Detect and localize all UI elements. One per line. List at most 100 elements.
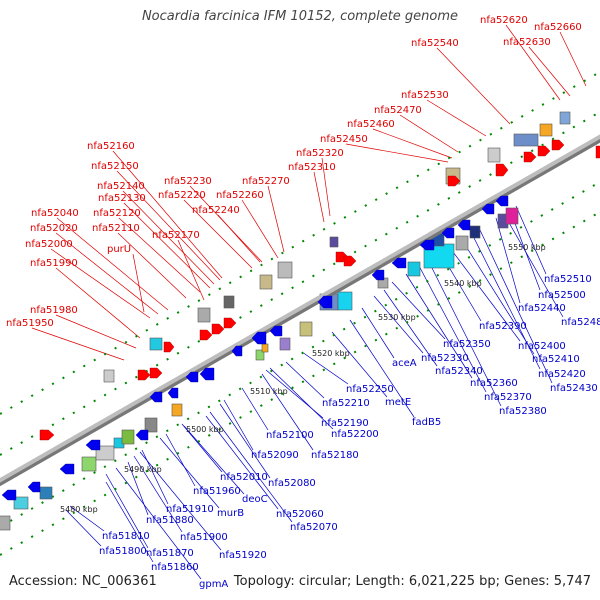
reverse-gene-arrow-6 [185,371,199,383]
reverse-leader-10 [165,433,196,487]
genome-summary-text: Topology: circular; Length: 6,021,225 bp… [233,574,591,589]
reverse-gene-arrow-15 [457,219,471,231]
reverse-gene-label-32: nfa52390 [479,321,527,332]
forward-gene-label-21: nfa52450 [320,134,368,145]
reverse-gene-label-34: nfa52410 [532,354,580,365]
feature-block-30 [539,123,553,137]
reverse-gene-label-37: nfa52440 [518,303,566,314]
reverse-gene-label-3: nfa51860 [151,562,199,573]
reverse-leader-22 [301,351,349,385]
reverse-gene-arrow-9 [269,325,283,337]
forward-gene-label-1: nfa51980 [30,305,78,316]
reverse-gene-label-0: nfa51810 [102,531,150,542]
scale-ticks: 5480 kbp 5490 kbp 5500 kbp 5510 kbp 5520 kbp… [60,243,546,514]
forward-gene-arrow-0 [39,429,55,441]
reverse-gene-arrow-0 [1,489,17,501]
reverse-gene-arrow-5 [149,391,163,403]
reverse-gene-arrow-7 [199,367,215,381]
forward-gene-arrow-12 [551,139,565,151]
forward-gene-arrow-11 [537,145,551,157]
feature-block-34 [261,343,269,353]
reverse-gene-label-1: nfa51800 [99,546,147,557]
forward-leader-17 [241,199,279,259]
reverse-gene-label-2: nfa51870 [146,548,194,559]
scale-tick-label-3: 5510 kbp [250,387,288,396]
reverse-gene-label-27: nfa52340 [435,366,483,377]
feature-block-8 [171,403,183,417]
forward-leader-27 [528,46,571,97]
reverse-gene-label-18: nfa52180 [311,450,359,461]
reverse-leader-15 [219,403,271,479]
reverse-leader-24 [349,319,415,418]
feature-block-17 [337,291,353,311]
reverse-gene-label-40: nfa52510 [544,274,592,285]
reverse-gene-arrow-4 [135,429,149,441]
forward-leader-20 [321,157,331,217]
reverse-leader-7 [139,451,222,551]
reverse-gene-label-31: nfa52380 [499,406,547,417]
reverse-gene-label-4: gpmA [199,579,228,590]
feature-block-11 [223,295,235,309]
reverse-gene-label-38: nfa52480 [561,317,600,328]
feature-block-7 [144,417,158,433]
forward-gene-label-9: nfa52130 [98,193,146,204]
forward-gene-label-7: nfa52110 [92,223,140,234]
forward-gene-arrow-4 [211,323,225,335]
feature-block-13 [277,261,293,279]
feature-block-1 [13,496,29,510]
strand-tick-dots [0,71,600,556]
reverse-leader-31 [427,259,502,407]
forward-leader-4 [55,232,159,315]
forward-gene-label-11: nfa52150 [91,161,139,172]
feature-block-23 [455,235,469,251]
forward-leader-7 [117,232,187,299]
scale-tick-label-0: 5480 kbp [60,505,98,514]
scale-tick-label-7: 5550 kbp [508,243,546,252]
reverse-leader-23 [331,331,388,398]
scale-tick-label-6: 5540 kbp [444,279,482,288]
forward-gene-arrow-14 [163,341,175,353]
reverse-gene-arrow-19 [231,345,243,357]
reverse-leader-25 [361,307,395,359]
forward-gene-label-20: nfa52320 [296,148,344,159]
forward-gene-arrow-3 [199,329,213,341]
feature-block-26 [505,207,519,225]
leader-lines [31,24,587,580]
reverse-leader-5 [127,461,149,516]
reverse-gene-arrow-10 [317,295,333,309]
reverse-gene-arrow-18 [167,387,179,399]
forward-leader-21 [345,143,449,163]
forward-leader-22 [372,128,453,159]
forward-gene-arrow-8 [447,175,461,187]
reverse-gene-label-23: metE [385,397,411,408]
reverse-leader-9 [159,437,220,509]
feature-block-4 [95,445,115,461]
forward-leader-28 [559,31,587,87]
forward-leader-13 [177,239,205,301]
reverse-gene-arrow-1 [27,481,41,493]
feature-block-31 [559,111,571,125]
reverse-gene-arrow-8 [251,331,267,345]
reverse-leader-21 [285,361,325,399]
forward-gene-arrow-10 [523,151,537,163]
forward-leader-15 [183,199,253,269]
reverse-gene-arrow-2 [59,463,75,475]
reverse-gene-label-10: nfa51960 [193,486,241,497]
reverse-leader-8 [141,449,169,505]
reverse-gene-label-14: nfa52070 [290,522,338,533]
reverse-leader-33 [449,247,521,342]
forward-leader-0 [31,327,125,361]
forward-gene-label-0: nfa51950 [6,318,54,329]
forward-leader-8 [118,217,201,293]
reverse-leader-14 [209,411,293,523]
forward-gene-arrow-7 [343,255,357,267]
backbone-bar [0,134,600,483]
forward-gene-label-5: nfa52040 [31,208,79,219]
forward-leader-11 [116,170,221,281]
reverse-gene-label-19: nfa52190 [321,418,369,429]
forward-gene-label-24: nfa52530 [401,90,449,101]
forward-gene-label-2: nfa51990 [30,258,78,269]
forward-leader-24 [426,99,487,137]
reverse-leader-18 [261,373,314,451]
